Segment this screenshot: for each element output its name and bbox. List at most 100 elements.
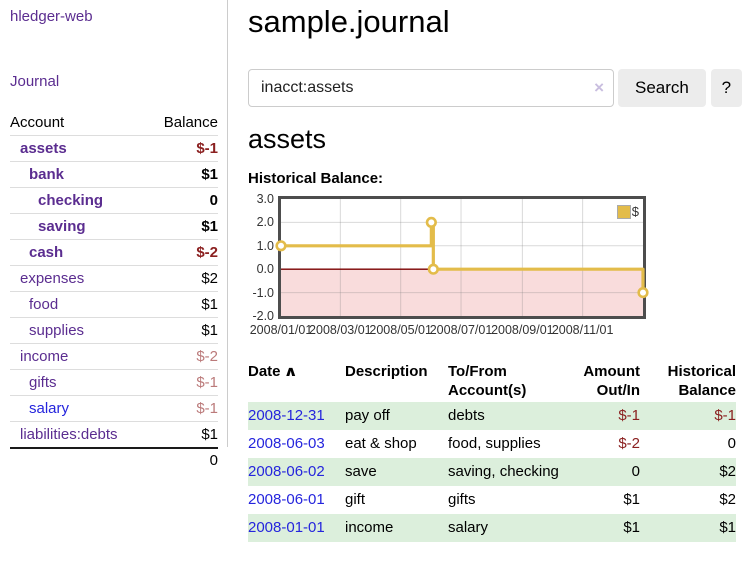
transaction-description: income <box>345 519 394 536</box>
account-link-expenses[interactable]: expenses <box>20 270 85 287</box>
account-balance: $-1 <box>196 374 218 391</box>
account-row: liabilities:debts $1 <box>10 421 218 447</box>
accounts-total-row: 0 <box>10 447 218 472</box>
account-link-income[interactable]: income <box>20 348 69 365</box>
transaction-accounts: gifts <box>448 491 476 508</box>
account-link-assets[interactable]: assets <box>20 140 67 157</box>
header-date[interactable]: Date ∧ <box>248 360 345 402</box>
transactions-header-row: Date ∧ Description To/From Account(s) Amo… <box>248 360 736 402</box>
chart-legend: $ <box>616 204 639 219</box>
transactions-body: 2008-12-31 pay off debts $-1 $-1 2008-06-03 ea… <box>248 402 736 542</box>
transaction-balance: 0 <box>727 435 736 452</box>
account-link-salary[interactable]: salary <box>29 400 70 417</box>
chart-canvas <box>275 199 649 316</box>
x-axis-tick: 2008/09/01 <box>491 323 554 337</box>
transaction-amount: $-1 <box>618 407 640 424</box>
sidebar: hledger-web Journal Account Balance asse… <box>0 0 228 469</box>
accounts-header-account: Account <box>10 114 65 131</box>
clear-search-icon[interactable]: × <box>594 78 604 97</box>
account-link-checking[interactable]: checking <box>38 192 104 209</box>
transaction-accounts: debts <box>448 407 485 424</box>
header-balance: Historical Balance <box>667 363 736 399</box>
accounts-table-header: Account Balance <box>10 111 218 135</box>
account-row: checking 0 <box>10 187 218 213</box>
x-axis-tick: 2008/07/01 <box>429 323 493 337</box>
y-axis-tick: -2.0 <box>252 309 274 323</box>
x-axis-tick: 2008/03/01 <box>309 323 372 337</box>
transaction-balance: $-1 <box>714 407 736 424</box>
transaction-date-link[interactable]: 2008-01-01 <box>248 519 325 536</box>
transaction-amount: 0 <box>631 463 640 480</box>
account-row: salary $-1 <box>10 395 218 421</box>
transaction-row: 2008-06-02 save saving, checking 0 $2 <box>248 458 736 486</box>
account-link-bank[interactable]: bank <box>29 166 65 183</box>
search-bar: × Search ? <box>248 69 742 107</box>
account-balance: $2 <box>201 270 218 287</box>
header-amount: Amount Out/In <box>583 363 640 399</box>
header-date-label: Date <box>248 363 281 380</box>
account-link-food[interactable]: food <box>29 296 59 313</box>
x-axis-tick: 2008/05/01 <box>369 323 432 337</box>
transactions-table: Date ∧ Description To/From Account(s) Amo… <box>248 360 736 542</box>
y-axis-tick: -1.0 <box>252 285 274 300</box>
transaction-amount: $1 <box>623 491 640 508</box>
accounts-total: 0 <box>209 452 218 469</box>
search-input[interactable] <box>248 69 614 107</box>
transaction-accounts: saving, checking <box>448 463 559 480</box>
help-button[interactable]: ? <box>710 69 742 107</box>
transaction-description: pay off <box>345 407 390 424</box>
sidebar-item-journal[interactable]: Journal <box>10 73 60 90</box>
transaction-date-link[interactable]: 2008-06-02 <box>248 463 325 480</box>
header-tofrom: To/From Account(s) <box>448 363 527 399</box>
account-balance: $1 <box>201 426 218 443</box>
accounts-table: Account Balance assets $-1 bank $1 checking 0… <box>10 111 218 472</box>
account-balance: $-1 <box>196 140 218 157</box>
transaction-date-link[interactable]: 2008-12-31 <box>248 407 325 424</box>
transaction-amount: $1 <box>623 519 640 536</box>
account-link-gifts[interactable]: gifts <box>29 374 57 391</box>
account-balance: $1 <box>201 166 218 183</box>
brand-link[interactable]: hledger-web <box>10 8 93 25</box>
transaction-description: eat & shop <box>345 435 417 452</box>
search-button[interactable]: Search <box>618 69 706 107</box>
account-row: income $-2 <box>10 343 218 369</box>
account-row: gifts $-1 <box>10 369 218 395</box>
y-axis-tick: 0.0 <box>256 262 274 277</box>
transaction-date-link[interactable]: 2008-06-03 <box>248 435 325 452</box>
account-row: supplies $1 <box>10 317 218 343</box>
transaction-date-link[interactable]: 2008-06-01 <box>248 491 325 508</box>
legend-label: $ <box>631 204 639 219</box>
transaction-description: save <box>345 463 377 480</box>
transaction-balance: $1 <box>719 519 736 536</box>
accounts-table-body: assets $-1 bank $1 checking 0 saving $1 cash $-2 e… <box>10 135 218 447</box>
accounts-header-balance: Balance <box>163 114 218 131</box>
transaction-accounts: salary <box>448 519 489 536</box>
account-balance: $-2 <box>196 348 218 365</box>
account-link-cash[interactable]: cash <box>29 244 64 261</box>
account-row: cash $-2 <box>10 239 218 265</box>
account-link-supplies[interactable]: supplies <box>29 322 85 339</box>
transaction-amount: $-2 <box>618 435 640 452</box>
transaction-balance: $2 <box>719 463 736 480</box>
account-row: food $1 <box>10 291 218 317</box>
account-row: bank $1 <box>10 161 218 187</box>
y-axis-tick: 1.0 <box>256 238 274 253</box>
account-link-saving[interactable]: saving <box>38 218 86 235</box>
account-link-liabilities-debts[interactable]: liabilities:debts <box>20 426 118 443</box>
account-balance: $1 <box>201 218 218 235</box>
main-content: sample.journal × Search ? assets Histori… <box>248 0 742 542</box>
transaction-row: 2008-06-01 gift gifts $1 $2 <box>248 486 736 514</box>
account-balance: $1 <box>201 296 218 313</box>
account-balance: $1 <box>201 322 218 339</box>
historical-balance-chart: 3.0 2.0 1.0 0.0 -1.0 -2.0 $ 2008/01/01 2008/03… <box>248 192 742 339</box>
account-row: expenses $2 <box>10 265 218 291</box>
account-heading: assets <box>248 124 327 154</box>
chart-title: Historical Balance: <box>248 170 384 187</box>
sort-ascending-icon: ∧ <box>283 363 298 379</box>
transaction-balance: $2 <box>719 491 736 508</box>
chart-plot-area: $ <box>275 196 649 319</box>
account-balance: $-2 <box>196 244 218 261</box>
account-balance: 0 <box>209 192 218 209</box>
account-balance: $-1 <box>196 400 218 417</box>
